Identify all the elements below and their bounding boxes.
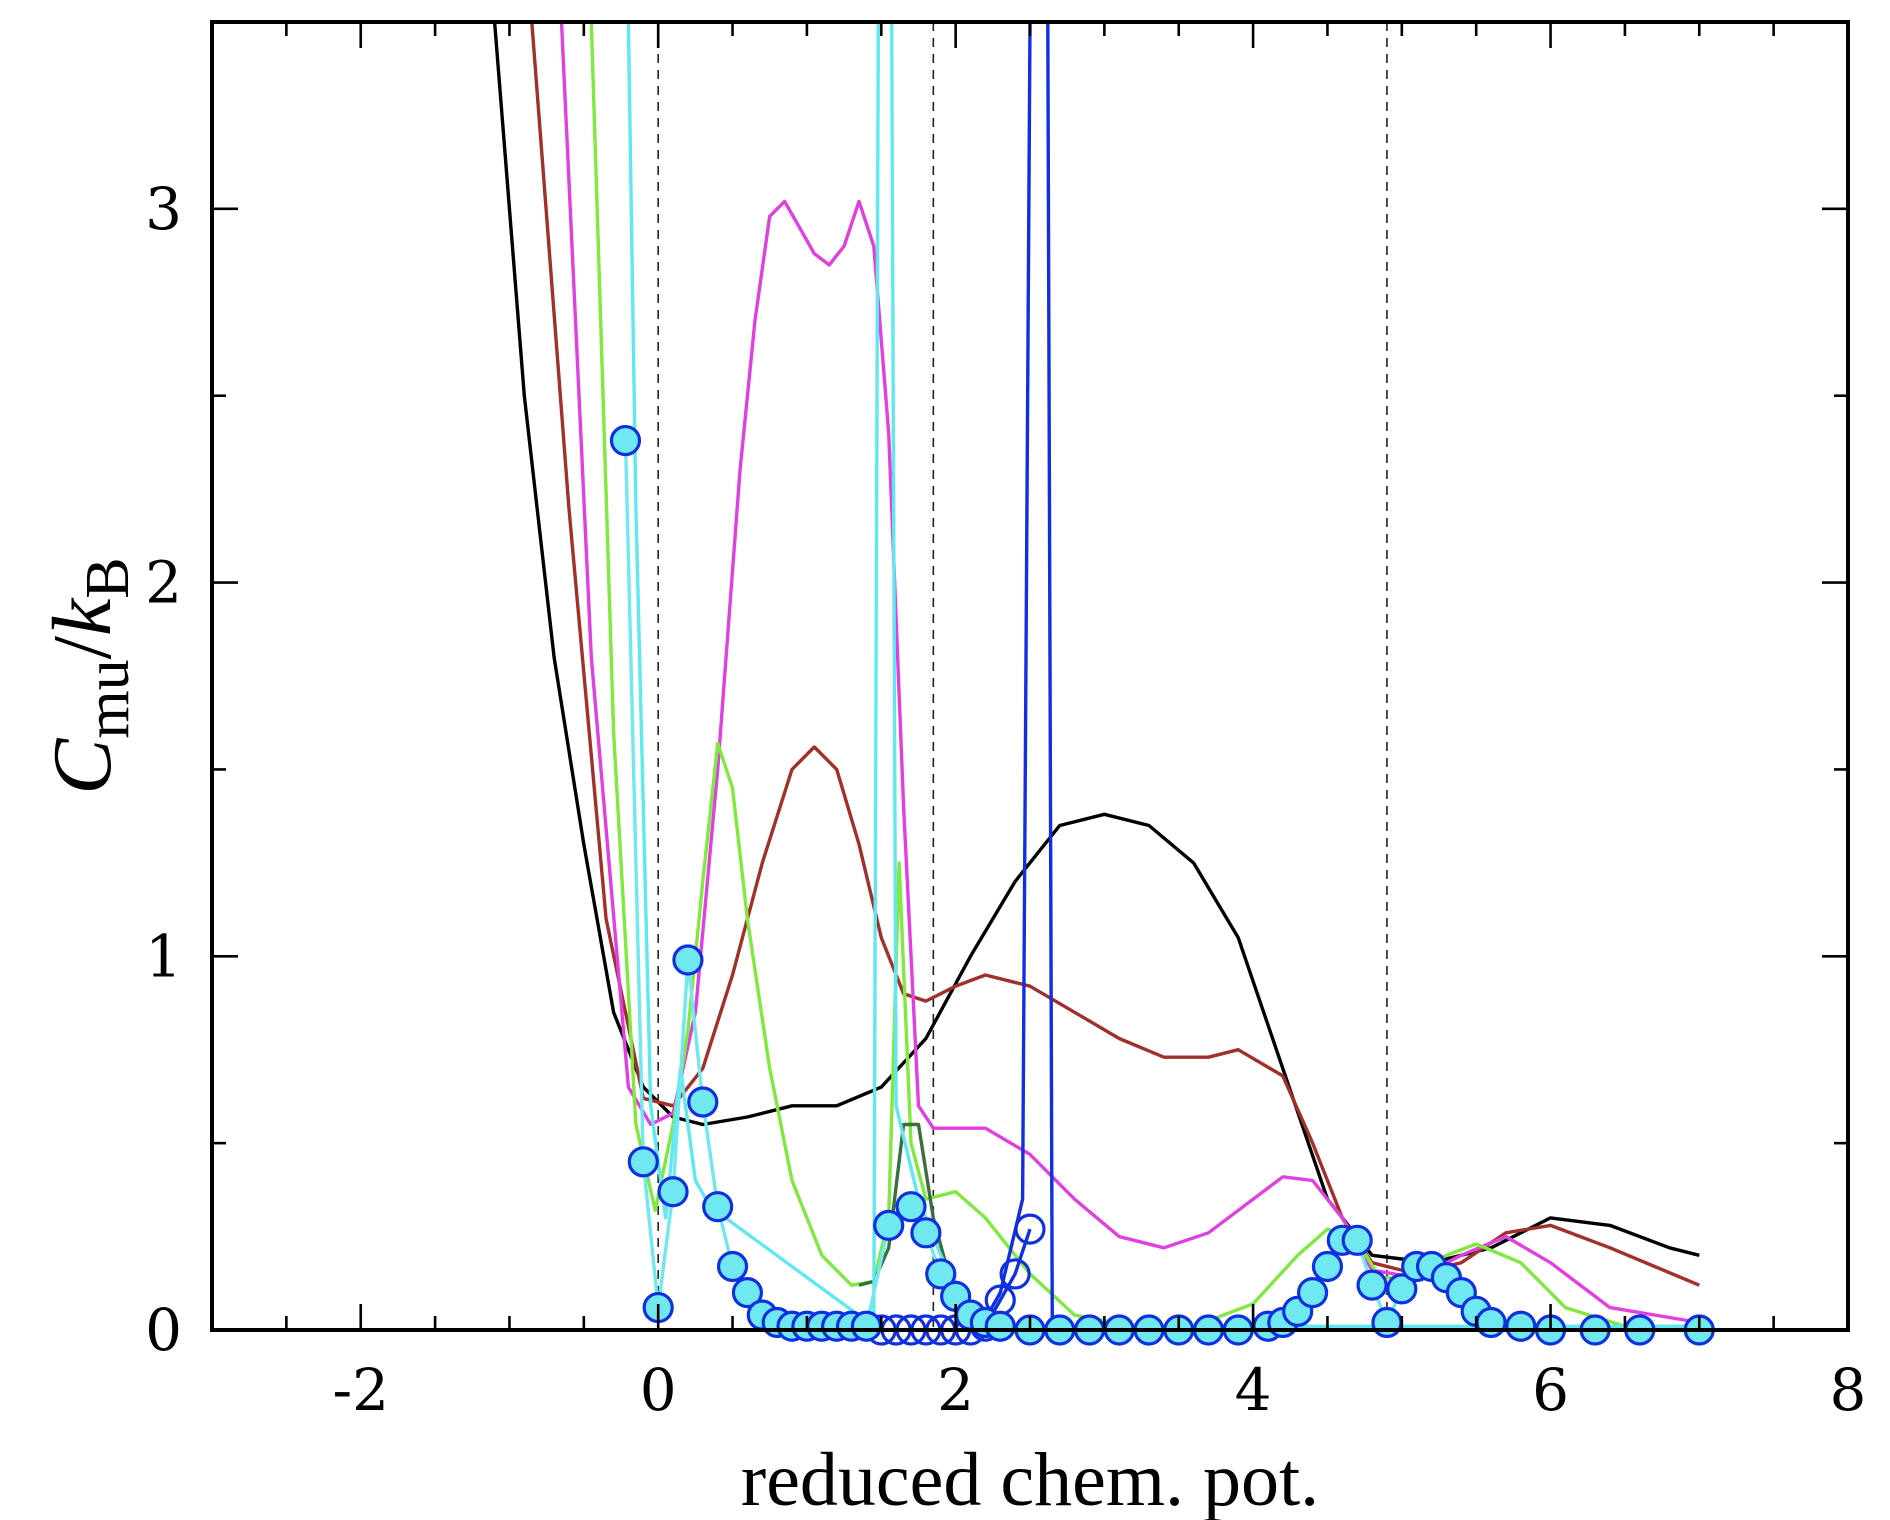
data-point-cyan-circles-40 (1356, 1269, 1388, 1301)
y-axis-title-slash: / (36, 635, 129, 659)
x-tick-label: 8 (1830, 1356, 1867, 1424)
data-point-cyan-circles-16 (850, 1310, 883, 1342)
data-point-cyan-circles-19 (910, 1217, 942, 1249)
series-layer (492, 22, 1700, 1330)
y-axis-title-main-sub: mu (74, 659, 142, 738)
data-point-cyan-circles-6 (702, 1191, 734, 1223)
data-point-cyan-circles-7 (716, 1250, 749, 1283)
y-axis-title-main: C (36, 738, 129, 795)
data-point-cyan-circles-18 (895, 1191, 927, 1223)
data-point-cyan-circles-4 (672, 944, 704, 976)
data-point-cyan-circles-48 (1475, 1306, 1507, 1339)
data-point-cyan-circles-41 (1371, 1306, 1403, 1339)
data-point-cyan-circles-24 (984, 1310, 1016, 1342)
y-tick-label: 2 (145, 549, 182, 617)
y-axis-title: Cmu/kB (36, 557, 142, 794)
series-line-cyan-circles (623, 440, 1700, 1330)
series-line-black (492, 22, 1700, 1265)
data-point-cyan-circles-20 (925, 1258, 957, 1290)
data-point-cyan-circles-0 (609, 424, 642, 457)
series-line-cyan (626, 22, 1700, 1328)
y-axis-title-denom-sub: B (74, 557, 142, 598)
x-tick-label: 6 (1532, 1356, 1569, 1424)
ticks-layer (212, 22, 1848, 1330)
x-tick-label: -2 (332, 1356, 389, 1424)
data-point-cyan-circles-17 (873, 1209, 905, 1241)
reference-lines (657, 22, 1388, 1330)
y-tick-label: 0 (145, 1296, 182, 1364)
y-axis-title-denom: k (36, 597, 129, 636)
y-tick-label: 1 (145, 922, 182, 990)
tick-labels: -2 0 2 4 6 8 0 1 2 3 (145, 175, 1866, 1424)
x-axis-title: reduced chem. pot. (741, 1438, 1319, 1520)
y-tick-label: 3 (145, 175, 182, 243)
data-point-blue-circles-9 (999, 1258, 1031, 1290)
data-point-cyan-circles-3 (657, 1176, 689, 1208)
series-line-blue-circles (881, 1228, 1032, 1330)
data-point-cyan-circles-36 (1296, 1277, 1329, 1309)
data-point-cyan-circles-8 (731, 1277, 764, 1309)
series-line-magenta (559, 22, 1700, 1325)
data-point-cyan-circles-1 (627, 1146, 659, 1178)
x-tick-label: 4 (1235, 1356, 1272, 1424)
x-tick-label: 0 (640, 1356, 677, 1424)
data-point-cyan-circles-42 (1386, 1273, 1418, 1305)
data-point-cyan-circles-5 (687, 1086, 719, 1118)
data-point-cyan-circles-49 (1505, 1310, 1537, 1342)
data-point-cyan-circles-37 (1311, 1250, 1344, 1283)
data-point-cyan-circles-39 (1341, 1224, 1373, 1256)
svg-text:Cmu/kB: Cmu/kB (36, 557, 142, 794)
x-tick-label: 2 (937, 1356, 974, 1424)
marker-layer (609, 424, 1715, 1346)
series-line-blue (983, 22, 1054, 1330)
data-point-blue-circles-10 (1014, 1213, 1046, 1245)
series-line-green (589, 22, 1700, 1328)
